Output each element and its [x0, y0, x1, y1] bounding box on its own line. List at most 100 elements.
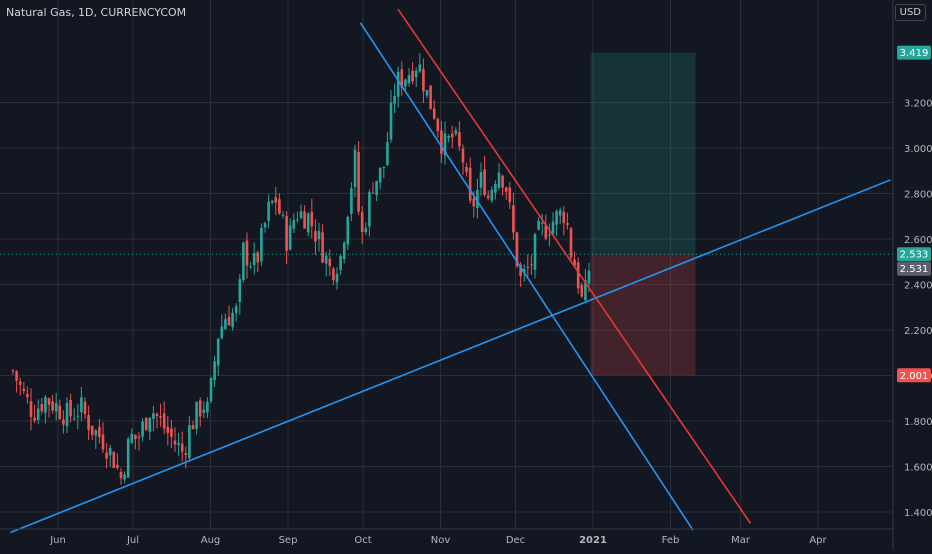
price-label-text: 2.531 — [900, 264, 929, 275]
candle-body — [188, 425, 191, 459]
candle-body — [576, 262, 580, 289]
x-tick-label: Nov — [431, 535, 451, 546]
candle-body — [357, 151, 360, 212]
candle-body — [461, 148, 465, 163]
candle-body — [184, 452, 188, 455]
candle-body — [22, 388, 26, 391]
candle-body — [386, 142, 389, 165]
candle-body — [296, 219, 299, 221]
candle-body — [58, 405, 62, 419]
candle-body — [40, 404, 44, 412]
candle-body — [191, 424, 195, 430]
candle-body — [490, 189, 494, 201]
candle-body — [321, 232, 324, 263]
candle-body — [404, 79, 407, 87]
chart-title: Natural Gas, 1D, CURRENCYCOM — [6, 6, 187, 19]
candle-body — [432, 108, 436, 119]
candle-body — [558, 210, 562, 216]
candle-body — [180, 443, 184, 452]
candle-body — [468, 167, 472, 201]
candle-body — [314, 230, 317, 242]
candle-body — [141, 421, 144, 437]
candle-body — [33, 417, 36, 421]
trend-line-2 — [359, 22, 694, 531]
candle-body — [29, 401, 33, 418]
y-tick-label: 1.600 — [904, 463, 932, 474]
price-label: 2.531 — [897, 261, 931, 276]
candle-body — [522, 269, 526, 273]
candle-body — [11, 370, 15, 372]
candle-body — [119, 471, 123, 479]
price-label: 3.419 — [897, 45, 931, 60]
candle-body — [209, 377, 213, 402]
y-tick-label: 1.800 — [904, 417, 932, 428]
candle-body — [479, 171, 483, 188]
candle-body — [206, 401, 209, 413]
x-tick-label: Apr — [809, 535, 827, 546]
candle-body — [465, 166, 468, 173]
candle-body — [458, 132, 461, 147]
candle-body — [26, 393, 29, 398]
candle-body — [533, 234, 537, 270]
candle-body — [144, 418, 148, 430]
candle-body — [519, 264, 522, 277]
candle-body — [414, 70, 418, 78]
candle-body — [173, 440, 177, 445]
candle-body — [166, 426, 170, 433]
y-tick-label: 2.800 — [904, 190, 932, 201]
candle-body — [342, 242, 346, 259]
candle-body — [382, 166, 386, 168]
candle-body — [216, 338, 220, 366]
candle-body — [562, 212, 566, 224]
x-tick-label: Feb — [662, 535, 680, 546]
price-label-text: 2.533 — [900, 250, 929, 261]
candle-body — [580, 285, 584, 297]
candle-body — [213, 361, 216, 381]
candle-body — [288, 225, 292, 250]
candles — [11, 52, 591, 485]
candle-body — [18, 381, 22, 385]
x-tick-label: 2021 — [579, 535, 607, 546]
candle-body — [134, 434, 137, 440]
candle-body — [436, 118, 440, 132]
candle-body — [162, 413, 166, 429]
candle-body — [90, 425, 94, 436]
candle-body — [396, 71, 400, 97]
y-tick-label: 3.200 — [904, 99, 932, 110]
candle-body — [152, 413, 155, 419]
candle-body — [270, 201, 274, 203]
candle-body — [306, 213, 310, 233]
candle-body — [231, 312, 234, 328]
candle-body — [274, 197, 278, 203]
candle-body — [101, 434, 105, 450]
price-label: 2.533 — [897, 247, 931, 262]
candle-body — [220, 326, 224, 339]
x-tick-label: Dec — [506, 535, 525, 546]
candle-body — [544, 225, 548, 239]
candle-body — [551, 221, 555, 235]
candle-body — [447, 136, 450, 138]
candle-body — [328, 258, 332, 267]
candle-body — [350, 188, 353, 214]
candle-body — [44, 397, 47, 413]
candle-body — [281, 214, 285, 216]
trend-lines[interactable] — [10, 8, 891, 534]
candle-body — [292, 219, 296, 229]
candle-body — [267, 201, 270, 222]
candle-body — [440, 130, 443, 154]
candle-body — [425, 90, 429, 96]
candle-body — [224, 319, 227, 330]
candle-body — [54, 403, 58, 412]
candle-body — [569, 228, 573, 258]
y-tick-label: 2.400 — [904, 281, 932, 292]
candle-body — [65, 403, 69, 427]
candle-body — [501, 175, 504, 188]
candle-body — [170, 428, 173, 437]
currency-button[interactable]: USD — [894, 4, 926, 21]
x-tick-label: Oct — [354, 535, 371, 546]
candle-body — [375, 180, 378, 195]
candle-body — [94, 430, 98, 436]
